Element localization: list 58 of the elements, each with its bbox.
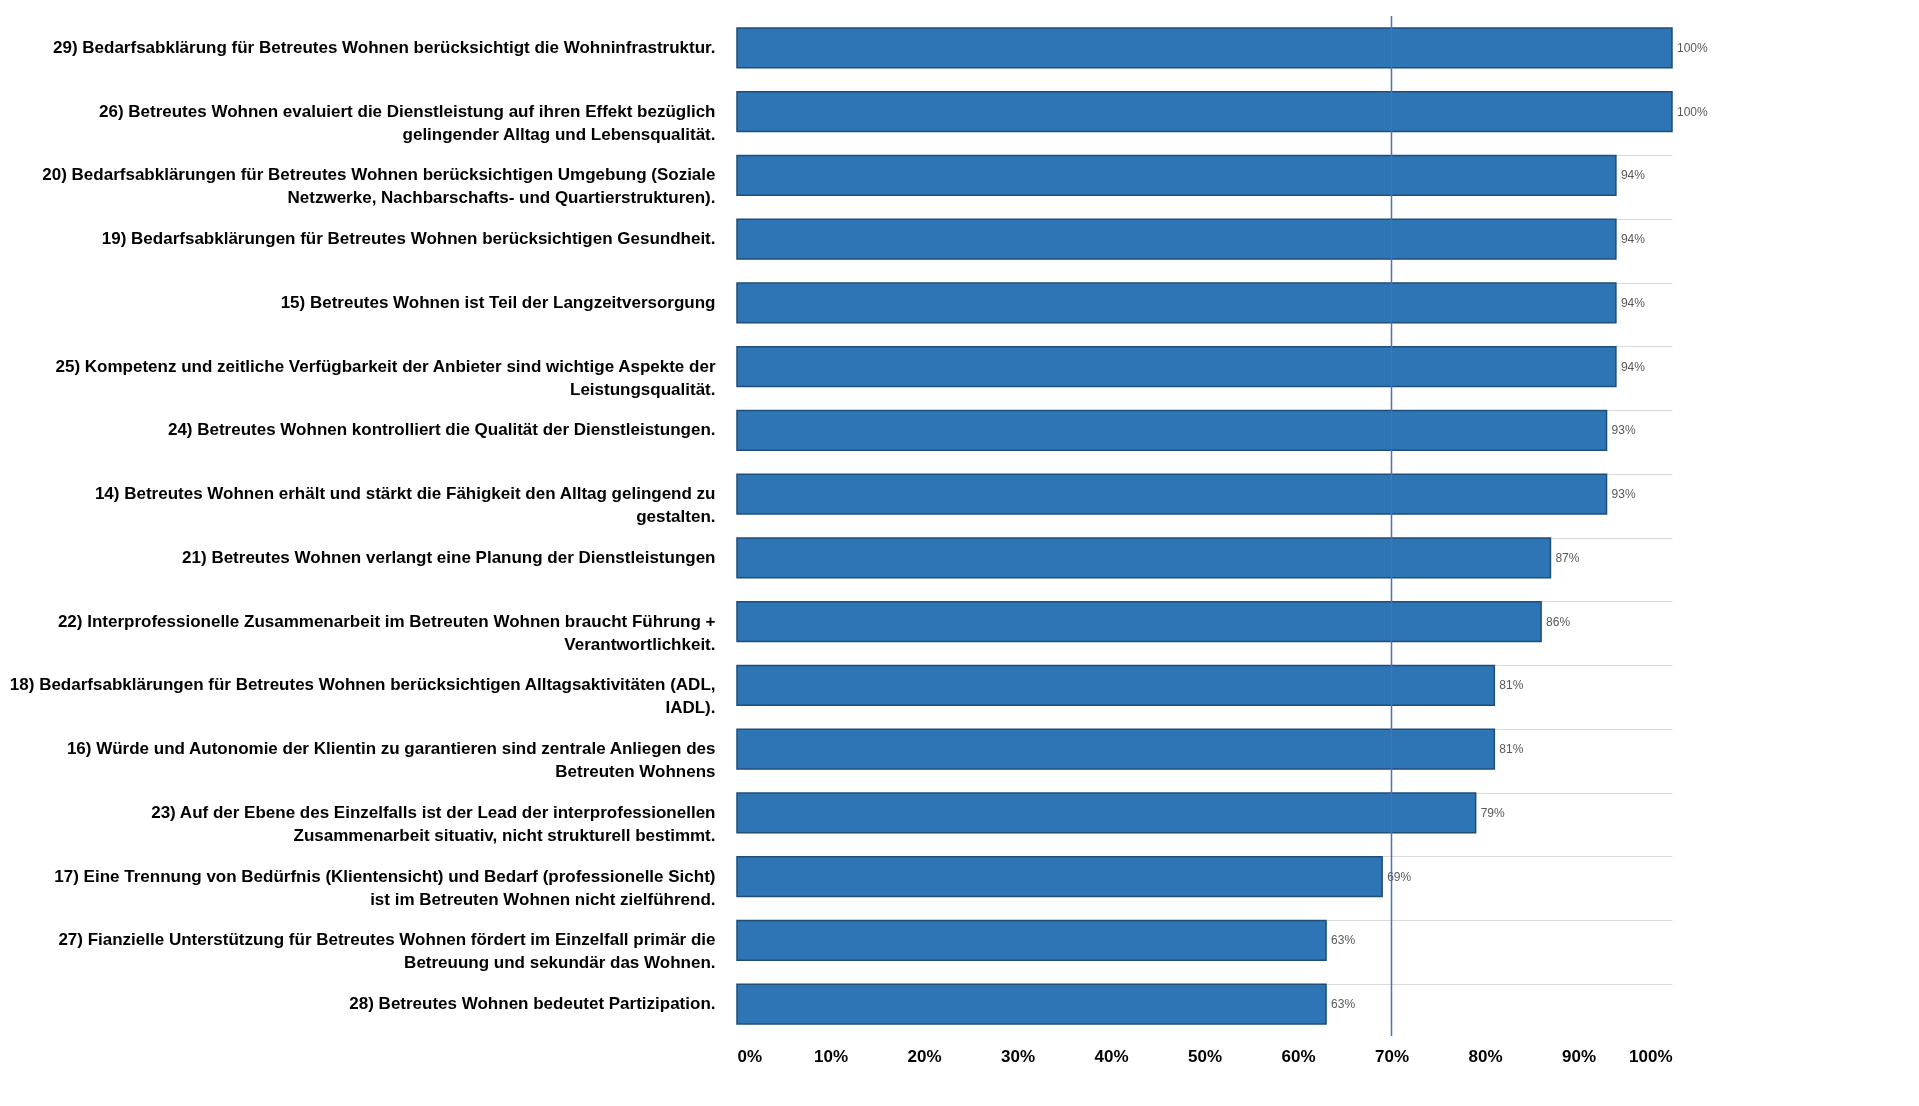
data-label: 63% bbox=[1331, 933, 1356, 948]
y-tick-label: 29) Bedarfsabklärung für Betreutes Wohnen berücksichtigt die Wohninfrastruktur. bbox=[53, 37, 716, 57]
bar bbox=[736, 154, 1617, 196]
y-tick-label: 27) Fianzielle Unterstützung für Betreutes Wohnen fördert im Einzelfall primär die Betreuung und sekundär das Wohnen. bbox=[58, 930, 716, 973]
bar bbox=[736, 601, 1542, 643]
x-tick-label: 80% bbox=[1468, 1046, 1503, 1066]
data-label: 63% bbox=[1331, 997, 1356, 1012]
bar bbox=[736, 664, 1496, 706]
data-label: 79% bbox=[1480, 805, 1505, 820]
bar bbox=[736, 218, 1617, 260]
x-tick-label: 90% bbox=[1561, 1046, 1597, 1066]
x-tick-label: 60% bbox=[1281, 1046, 1316, 1066]
bar bbox=[736, 856, 1383, 898]
data-label: 94% bbox=[1620, 295, 1646, 310]
bar bbox=[736, 728, 1496, 770]
x-tick-label: 0% bbox=[737, 1046, 763, 1066]
x-tick-label: 30% bbox=[1000, 1046, 1036, 1066]
bar bbox=[736, 983, 1327, 1025]
y-tick-label: 23) Auf der Ebene des Einzelfalls ist der Lead der interprofessionellen Zusammenarbeit situativ, nicht strukturell bestimmt. bbox=[151, 802, 716, 845]
x-tick-label: 20% bbox=[907, 1046, 942, 1066]
y-tick-label: 25) Kompetenz und zeitliche Verfügbarkeit der Anbieter sind wichtige Aspekte der Leistungsqualität. bbox=[55, 356, 716, 399]
y-tick-label: 14) Betreutes Wohnen erhält und stärkt die Fähigkeit den Alltag gelingend zu gestalten. bbox=[94, 484, 716, 527]
x-tick-label: 10% bbox=[813, 1046, 849, 1066]
y-tick-label: 19) Bedarfsabklärungen für Betreutes Wohnen berücksichtigen Gesundheit. bbox=[101, 229, 716, 249]
data-label: 94% bbox=[1620, 232, 1646, 247]
data-label: 81% bbox=[1499, 742, 1524, 757]
y-tick-label: 24) Betreutes Wohnen kontrolliert die Qualität der Dienstleistungen. bbox=[167, 420, 716, 440]
data-label: 93% bbox=[1611, 423, 1636, 438]
data-label: 100% bbox=[1677, 40, 1709, 55]
data-label: 87% bbox=[1555, 550, 1580, 565]
data-label: 100% bbox=[1677, 104, 1709, 119]
data-label: 94% bbox=[1620, 359, 1646, 374]
bar bbox=[736, 792, 1477, 834]
y-tick-label: 20) Bedarfsabklärungen für Betreutes Wohnen berücksichtigen Umgebung (Soziale Netzwerke, Nachbarschafts- und Quartierstrukturen). bbox=[42, 165, 716, 208]
y-tick-label: 15) Betreutes Wohnen ist Teil der Langzeitversorgung bbox=[280, 292, 716, 312]
data-label: 81% bbox=[1499, 678, 1524, 693]
bar bbox=[736, 91, 1673, 133]
y-tick-label: 26) Betreutes Wohnen evaluiert die Dienstleistung auf ihren Effekt bezüglich gelingender Alltag und Lebensqualität. bbox=[98, 101, 716, 144]
bar bbox=[736, 27, 1673, 69]
data-label: 94% bbox=[1620, 168, 1646, 183]
data-label: 86% bbox=[1546, 614, 1571, 629]
y-tick-label: 18) Bedarfsabklärungen für Betreutes Wohnen berücksichtigen Alltagsaktivitäten (ADL, IADL). bbox=[9, 675, 716, 718]
bar bbox=[736, 919, 1327, 961]
x-tick-label: 70% bbox=[1374, 1046, 1410, 1066]
y-tick-label: 16) Würde und Autonomie der Klientin zu garantieren sind zentrale Anliegen des Betreuten Wohnens bbox=[66, 739, 716, 782]
x-tick-label: 100% bbox=[1629, 1046, 1673, 1066]
bar bbox=[736, 346, 1617, 388]
bar bbox=[736, 537, 1552, 579]
y-tick-label: 17) Eine Trennung von Bedürfnis (Klientensicht) und Bedarf (professionelle Sicht) ist im Betreuten Wohnen nicht zielführend. bbox=[54, 866, 716, 909]
y-tick-label: 22) Interprofessionelle Zusammenarbeit im Betreuten Wohnen braucht Führung + Verantwortlichkeit. bbox=[57, 611, 716, 654]
x-tick-label: 50% bbox=[1187, 1046, 1223, 1066]
data-label: 93% bbox=[1611, 487, 1636, 502]
bar bbox=[736, 282, 1617, 324]
y-tick-label: 28) Betreutes Wohnen bedeutet Partizipation. bbox=[349, 994, 716, 1014]
y-tick-label: 21) Betreutes Wohnen verlangt eine Planung der Dienstleistungen bbox=[182, 547, 716, 567]
bar bbox=[736, 409, 1608, 451]
x-tick-label: 40% bbox=[1094, 1046, 1129, 1066]
bar bbox=[736, 473, 1608, 515]
